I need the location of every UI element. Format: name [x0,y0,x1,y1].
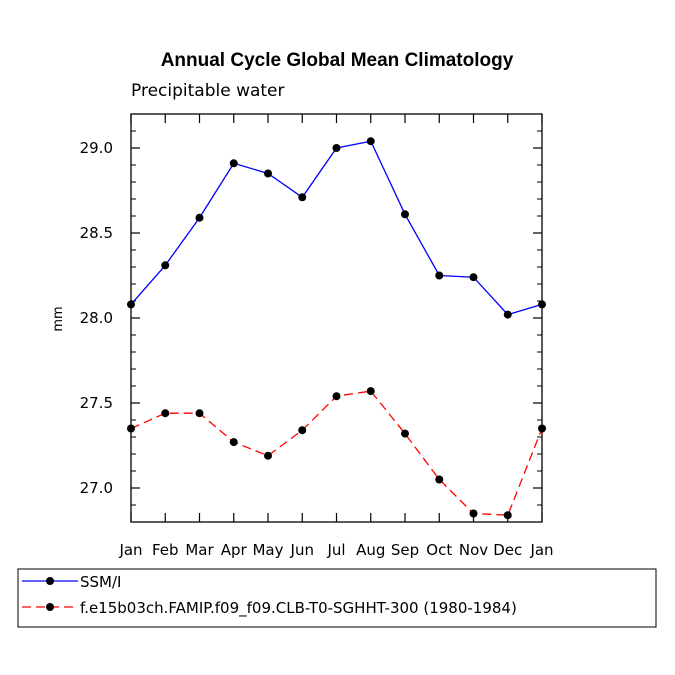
series-line-1 [130,390,543,516]
x-tick-label: Jun [290,541,314,559]
series-layer [127,137,546,520]
data-point [469,509,478,518]
axes: Jan Feb Mar Apr May Jun Jul Aug Sep Oct Nov Dec Jan 2… [80,113,554,559]
x-tick-label: Sep [391,541,419,559]
data-point [435,271,444,280]
data-point [127,300,135,309]
legend-label-model: f.e15b03ch.FAMIP.f09_f09.CLB-T0-SGHHT-30… [80,599,517,618]
legend-item-model: f.e15b03ch.FAMIP.f09_f09.CLB-T0-SGHHT-30… [22,599,517,618]
data-point [264,451,272,460]
chart-subtitle: Precipitable water [131,81,285,101]
data-point [538,424,546,433]
data-point [538,300,546,309]
data-point [161,261,170,270]
x-tick-label: May [252,541,283,559]
data-point [332,144,341,152]
legend-label-ssmi: SSM/I [80,573,121,591]
data-point [503,511,512,520]
y-tick-label: 27.0 [80,479,113,497]
data-point [229,159,238,168]
data-point [298,193,307,202]
data-point [229,438,238,447]
y-tick-label: 28.5 [80,224,113,242]
data-point [366,387,375,396]
x-tick-label: Aug [356,541,385,559]
x-tick-label: Dec [493,541,522,559]
y-axis-label: mm [51,306,66,331]
data-point [401,429,409,438]
data-point [366,137,375,146]
data-point [298,426,307,435]
legend-marker-ssmi [46,577,54,585]
x-tick-label: Jan [529,541,553,559]
x-tick-label: Jul [326,541,345,559]
x-tick-label: Apr [221,541,248,559]
x-tick-label: Jan [118,541,142,559]
data-point [503,310,512,319]
data-point [195,409,204,418]
y-tick-label: 27.5 [80,394,113,412]
data-point [401,210,409,219]
series-line-0 [130,140,543,316]
chart-title: Annual Cycle Global Mean Climatology [161,50,514,71]
x-tick-label: Mar [185,541,214,559]
data-point [127,424,135,433]
legend-box [17,568,657,628]
y-tick-label: 29.0 [80,139,113,157]
plot-frame [130,113,543,523]
y-tick-label: 28.0 [80,309,113,327]
legend-item-ssmi: SSM/I [22,573,121,591]
x-tick-label: Nov [459,541,488,559]
legend-marker-model [46,603,54,611]
data-point [161,409,170,418]
data-point [435,475,444,484]
x-tick-label: Feb [152,541,179,559]
data-point [332,392,341,401]
data-point [469,273,478,282]
data-point [195,213,204,222]
data-point [264,169,272,178]
x-tick-label: Oct [426,541,452,559]
